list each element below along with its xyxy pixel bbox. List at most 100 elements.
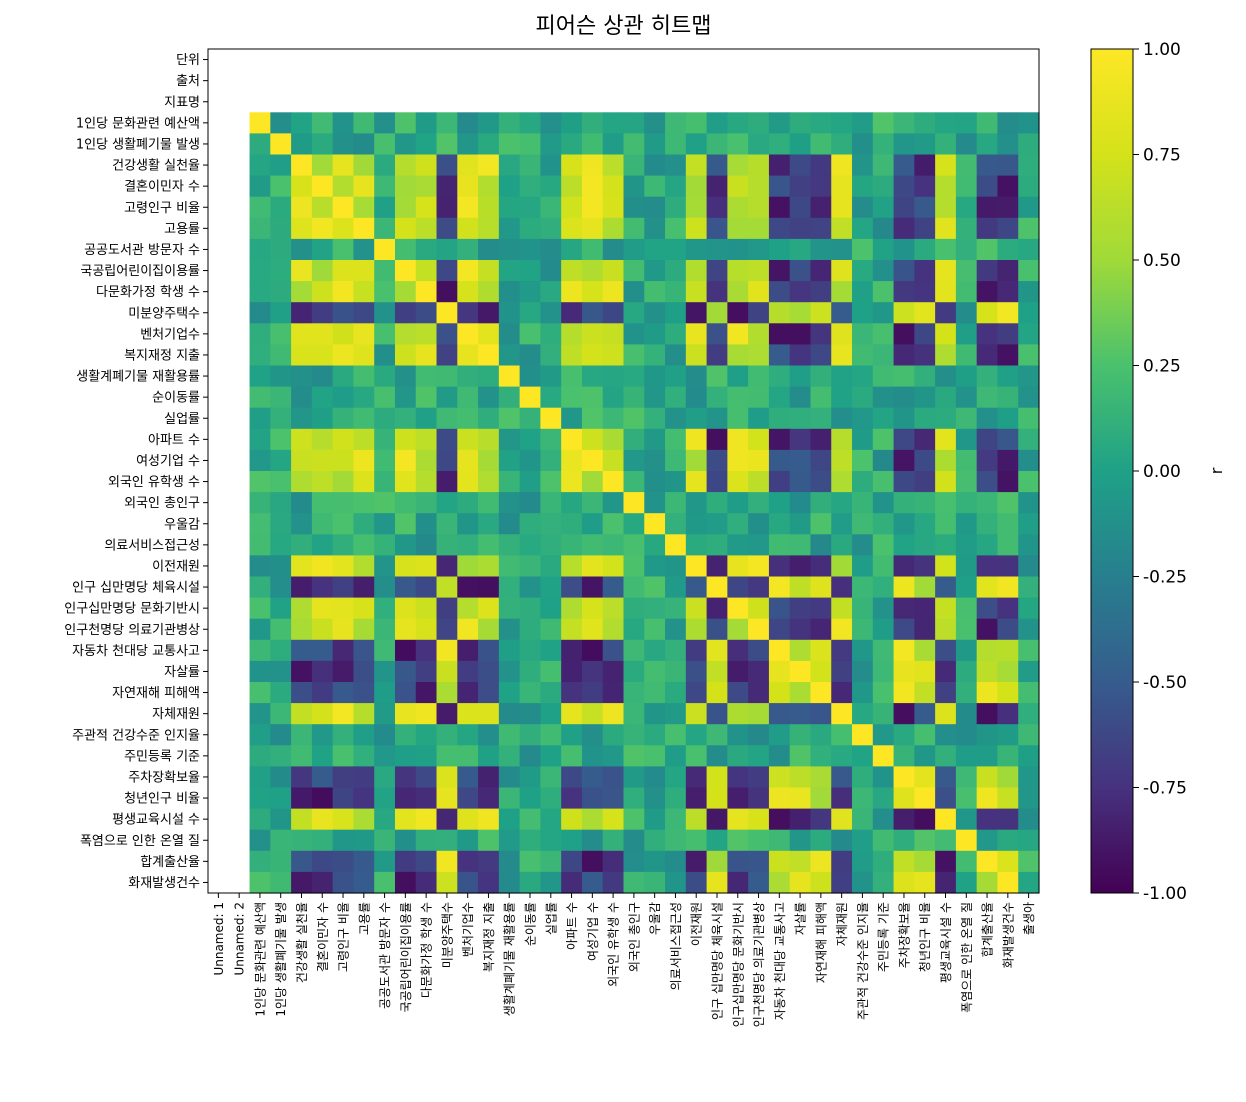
heatmap-cell — [976, 808, 999, 831]
heatmap-cell — [810, 682, 832, 704]
heatmap-cell — [623, 323, 645, 345]
heatmap-cell — [706, 576, 728, 599]
heatmap-cell — [893, 766, 915, 789]
heatmap-cell — [665, 196, 687, 219]
row-label: 1인당 문화관련 예산액 — [76, 116, 200, 131]
row-label: 결혼이민자 수 — [124, 180, 200, 195]
heatmap-cell — [706, 787, 728, 810]
heatmap-cell — [270, 133, 292, 156]
heatmap-cell — [1018, 449, 1040, 472]
heatmap-cell — [249, 471, 271, 493]
heatmap-cell — [685, 492, 708, 514]
heatmap-cell — [436, 597, 458, 620]
heatmap-cell — [623, 787, 645, 810]
heatmap-cell — [768, 618, 791, 641]
heatmap-cell — [519, 682, 542, 704]
heatmap-cell — [665, 449, 687, 472]
heatmap-cell — [519, 428, 542, 451]
heatmap-cell — [332, 196, 355, 219]
heatmap-cell — [748, 576, 770, 599]
heatmap-cell — [498, 639, 521, 662]
heatmap-cell — [457, 492, 479, 514]
heatmap-cell — [353, 534, 375, 556]
heatmap-cell — [935, 407, 957, 430]
heatmap-cell — [270, 576, 292, 599]
heatmap-cell — [935, 112, 957, 134]
heatmap-cell — [353, 871, 375, 894]
heatmap-cell — [706, 323, 728, 345]
heatmap-cell — [374, 386, 396, 409]
heatmap-cell — [852, 555, 874, 578]
heatmap-cell — [291, 703, 313, 725]
heatmap-cell — [332, 513, 355, 535]
heatmap-cell — [374, 344, 396, 367]
heatmap-cell — [602, 428, 625, 451]
heatmap-cell — [748, 133, 770, 156]
heatmap-cell — [374, 471, 396, 493]
heatmap-cell — [872, 576, 895, 599]
heatmap-cell — [353, 344, 375, 367]
heatmap-cell — [540, 660, 562, 683]
heatmap-cell — [561, 154, 583, 177]
heatmap-cell — [976, 682, 999, 704]
heatmap-cell — [540, 471, 562, 493]
heatmap-cell — [748, 513, 770, 535]
heatmap-cell — [540, 513, 562, 535]
heatmap-cell — [748, 871, 770, 894]
heatmap-cell — [332, 112, 355, 134]
heatmap-cell — [706, 555, 728, 578]
heatmap-cell — [955, 323, 978, 345]
heatmap-cell — [997, 112, 1019, 134]
heatmap-cell — [914, 365, 936, 388]
heatmap-cell — [976, 576, 999, 599]
heatmap-cell — [291, 407, 313, 430]
heatmap-cell — [1018, 850, 1040, 873]
heatmap-cell — [519, 386, 542, 409]
heatmap-cell — [1018, 724, 1040, 746]
heatmap-cell — [394, 745, 417, 767]
heatmap-cell — [789, 112, 812, 134]
heatmap-cell — [581, 745, 604, 767]
heatmap-cell — [291, 365, 313, 388]
heatmap-cell — [457, 724, 479, 746]
heatmap-cell — [394, 449, 417, 472]
heatmap-cell — [478, 112, 500, 134]
heatmap-cell — [935, 682, 957, 704]
heatmap-cell — [457, 112, 479, 134]
heatmap-cell — [706, 829, 728, 852]
heatmap-cell — [540, 175, 562, 198]
heatmap-cell — [374, 745, 396, 767]
heatmap-cell — [685, 238, 708, 261]
heatmap-cell — [581, 492, 604, 514]
heatmap-cell — [291, 660, 313, 683]
heatmap-cell — [685, 112, 708, 134]
heatmap-cell — [623, 871, 645, 894]
heatmap-cell — [581, 365, 604, 388]
heatmap-cell — [311, 555, 334, 578]
heatmap-cell — [291, 217, 313, 240]
heatmap-cell — [872, 471, 895, 493]
heatmap-cell — [457, 471, 479, 493]
heatmap-cell — [976, 471, 999, 493]
row-label: 자살률 — [164, 665, 200, 680]
heatmap-cell — [270, 386, 292, 409]
heatmap-cell — [623, 407, 645, 430]
row-label: 미분양주택수 — [128, 306, 200, 321]
heatmap-cell — [623, 428, 645, 451]
heatmap-cell — [353, 745, 375, 767]
heatmap-cell — [872, 238, 895, 261]
heatmap-cell — [789, 471, 812, 493]
heatmap-cell — [394, 660, 417, 683]
heatmap-cell — [561, 365, 583, 388]
heatmap-cell — [270, 534, 292, 556]
heatmap-cell — [540, 344, 562, 367]
heatmap-cell — [602, 534, 625, 556]
heatmap-cell — [872, 386, 895, 409]
heatmap-cell — [581, 555, 604, 578]
heatmap-cell — [706, 766, 728, 789]
heatmap-cell — [685, 407, 708, 430]
heatmap-cell — [997, 281, 1019, 303]
heatmap-cell — [332, 492, 355, 514]
heatmap-cell — [581, 576, 604, 599]
heatmap-cell — [415, 597, 438, 620]
